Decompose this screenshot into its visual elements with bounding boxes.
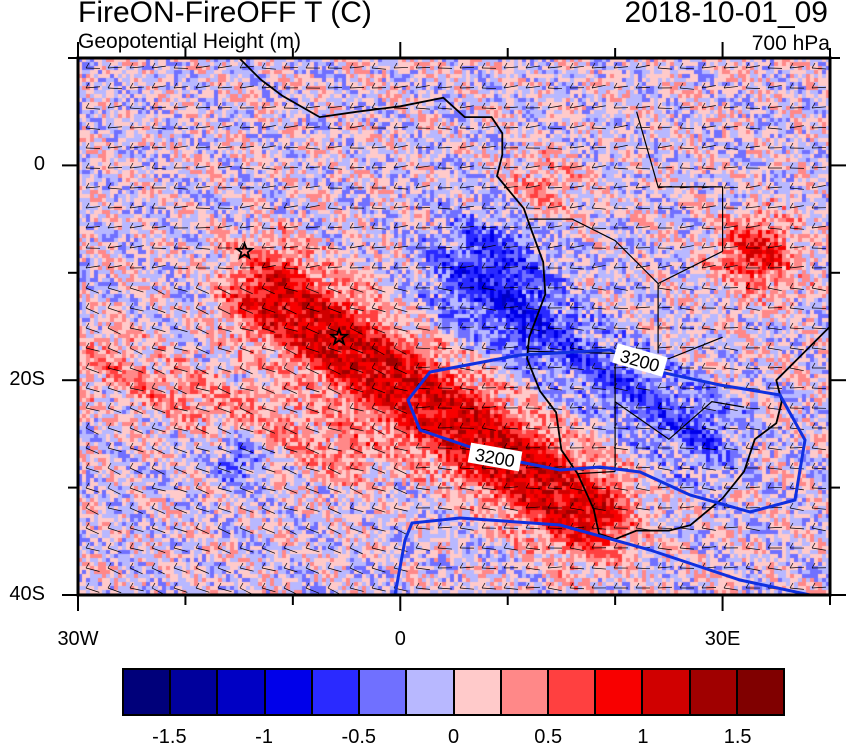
map-panel: 3200 3200 bbox=[78, 58, 830, 595]
wind-barbs bbox=[85, 62, 827, 595]
coastline bbox=[238, 58, 830, 541]
colorbar-swatch bbox=[218, 670, 266, 714]
colorbar-swatch bbox=[360, 670, 408, 714]
colorbar-swatch bbox=[690, 670, 738, 714]
lon-tick-label: 0 bbox=[394, 628, 406, 650]
colorbar-label: -0.5 bbox=[341, 726, 377, 748]
country-border bbox=[636, 111, 724, 252]
country-border bbox=[529, 218, 723, 285]
colorbar-label: 1 bbox=[637, 726, 649, 748]
geopotential-contour-3200 bbox=[406, 348, 807, 514]
colorbar-swatch bbox=[312, 670, 361, 714]
lat-tick-label: 0 bbox=[33, 153, 45, 176]
colorbar-swatch bbox=[737, 670, 784, 714]
lon-tick-label: 30W bbox=[57, 628, 99, 650]
colorbar-swatch bbox=[501, 670, 549, 714]
colorbar-swatch bbox=[265, 670, 313, 714]
star-marker-icon bbox=[234, 240, 255, 260]
colorbar-label: 1.5 bbox=[723, 726, 752, 748]
colorbar-swatch bbox=[643, 670, 691, 714]
colorbar-swatch bbox=[596, 670, 644, 714]
plot-title: FireON-FireOFF T (C) bbox=[78, 0, 372, 29]
colorbar-label: 0 bbox=[447, 726, 460, 748]
country-border bbox=[577, 470, 616, 475]
colorbar-swatch bbox=[548, 670, 597, 714]
colorbar-swatch bbox=[407, 670, 455, 714]
colorbar-swatch bbox=[124, 670, 172, 714]
contour-label: 3200 bbox=[467, 442, 523, 472]
plot-subtitle: Geopotential Height (m) bbox=[78, 30, 301, 53]
plot-datetime: 2018-10-01_09 bbox=[624, 0, 828, 29]
lat-tick-label: 40S bbox=[9, 583, 45, 605]
pressure-level: 700 hPa bbox=[751, 32, 830, 55]
colorbar-label: -1 bbox=[255, 726, 273, 748]
colorbar-swatch bbox=[171, 670, 219, 714]
lon-tick-label: 30E bbox=[704, 628, 741, 650]
colorbar-label: -1.5 bbox=[152, 726, 187, 748]
geopotential-contour-3200 bbox=[393, 516, 811, 595]
colorbar-label: 0.5 bbox=[534, 726, 563, 748]
colorbar-swatch bbox=[454, 670, 502, 714]
map-overlay: 3200 3200 bbox=[85, 58, 830, 595]
colorbar bbox=[122, 668, 785, 716]
svg-text:3200: 3200 bbox=[618, 346, 662, 376]
lat-tick-label: 20S bbox=[9, 368, 45, 391]
star-marker-icon bbox=[328, 326, 350, 346]
